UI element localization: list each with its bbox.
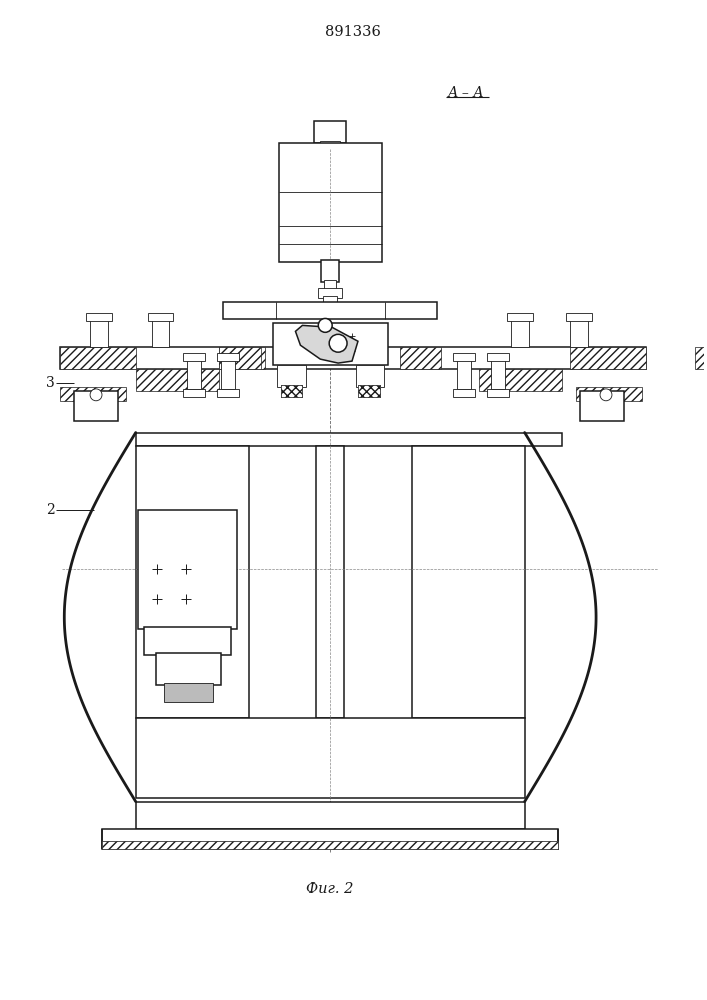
Bar bbox=[102, 841, 559, 849]
Bar bbox=[453, 389, 475, 397]
Bar bbox=[356, 365, 384, 387]
Bar bbox=[102, 829, 559, 849]
Bar bbox=[138, 510, 237, 629]
Bar bbox=[507, 313, 532, 321]
Bar bbox=[566, 313, 592, 321]
Bar bbox=[148, 313, 173, 321]
Text: 2: 2 bbox=[46, 503, 54, 517]
Bar bbox=[491, 359, 505, 389]
Bar bbox=[60, 387, 126, 401]
Bar bbox=[276, 365, 306, 387]
Bar bbox=[325, 280, 336, 290]
Bar bbox=[90, 319, 108, 347]
Bar bbox=[399, 347, 441, 369]
Bar bbox=[136, 369, 219, 391]
Bar bbox=[571, 319, 588, 347]
Bar bbox=[358, 385, 380, 397]
Text: А – А: А – А bbox=[448, 86, 484, 100]
Text: Фиг. 2: Фиг. 2 bbox=[307, 882, 354, 896]
Bar bbox=[316, 446, 344, 718]
Circle shape bbox=[600, 389, 612, 401]
Bar bbox=[144, 627, 231, 655]
Bar bbox=[457, 359, 471, 389]
Bar bbox=[217, 389, 239, 397]
Bar bbox=[136, 802, 525, 829]
Bar bbox=[136, 446, 249, 718]
Bar bbox=[74, 391, 118, 421]
Bar bbox=[273, 323, 387, 365]
Bar bbox=[136, 433, 562, 446]
Circle shape bbox=[90, 389, 102, 401]
Circle shape bbox=[318, 318, 332, 332]
Bar bbox=[60, 347, 136, 369]
Bar bbox=[183, 389, 205, 397]
Bar bbox=[281, 385, 303, 397]
Text: 3: 3 bbox=[46, 376, 54, 390]
Bar bbox=[695, 347, 707, 369]
Bar bbox=[453, 353, 475, 361]
Bar bbox=[487, 389, 509, 397]
Bar bbox=[217, 353, 239, 361]
Bar bbox=[60, 347, 645, 369]
Bar bbox=[187, 359, 201, 389]
Bar bbox=[156, 653, 221, 685]
Bar bbox=[479, 369, 562, 391]
Bar bbox=[411, 446, 525, 718]
Bar bbox=[320, 141, 340, 149]
Bar bbox=[580, 391, 624, 421]
Bar bbox=[163, 683, 213, 702]
Bar bbox=[219, 347, 261, 369]
Bar bbox=[151, 319, 170, 347]
Polygon shape bbox=[296, 325, 358, 363]
Bar bbox=[219, 347, 264, 369]
Bar bbox=[571, 347, 645, 369]
Bar bbox=[487, 353, 509, 361]
Text: 891336: 891336 bbox=[325, 25, 381, 39]
Bar bbox=[86, 313, 112, 321]
Bar bbox=[318, 288, 342, 298]
Bar bbox=[221, 359, 235, 389]
Bar bbox=[321, 260, 339, 282]
Bar bbox=[358, 385, 380, 397]
Bar bbox=[183, 353, 205, 361]
Bar bbox=[102, 841, 559, 849]
Bar bbox=[281, 385, 303, 397]
Bar bbox=[279, 143, 382, 262]
Bar bbox=[323, 296, 337, 306]
Circle shape bbox=[329, 334, 347, 352]
Bar bbox=[136, 718, 525, 798]
Bar bbox=[576, 387, 642, 401]
Bar bbox=[315, 121, 346, 143]
Bar bbox=[510, 319, 529, 347]
Bar bbox=[223, 302, 438, 319]
